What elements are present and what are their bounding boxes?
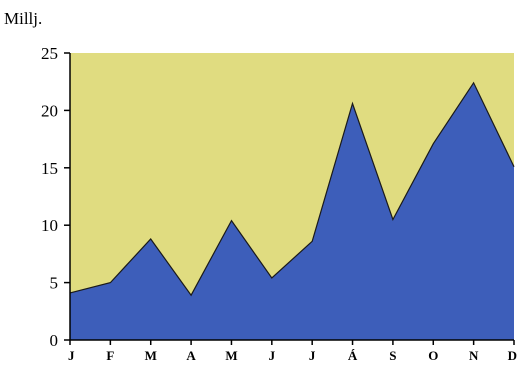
x-tick-label: D <box>508 348 517 363</box>
x-tick-label: O <box>428 348 438 363</box>
x-tick-label: M <box>145 348 157 363</box>
y-tick-label: 20 <box>41 101 58 120</box>
y-tick-label: 0 <box>50 331 59 350</box>
x-tick-label: A <box>186 348 196 363</box>
x-tick-label: J <box>68 348 75 363</box>
x-tick-label: M <box>225 348 237 363</box>
y-tick-label: 25 <box>41 44 58 63</box>
x-tick-label: S <box>389 348 396 363</box>
x-tick-label: Á <box>348 348 358 363</box>
x-tick-label: N <box>469 348 479 363</box>
x-tick-label: F <box>106 348 114 363</box>
y-tick-label: 15 <box>41 159 58 178</box>
area-series <box>70 82 514 341</box>
y-axis: 0 5 10 15 20 25 <box>41 44 71 350</box>
y-tick-label: 10 <box>41 216 58 235</box>
x-tick-label: J <box>309 348 316 363</box>
area-series-outline <box>69 81 515 297</box>
y-unit-label: Millj. <box>4 9 42 28</box>
y-tick-label: 5 <box>50 274 59 293</box>
x-tick-label: J <box>269 348 276 363</box>
